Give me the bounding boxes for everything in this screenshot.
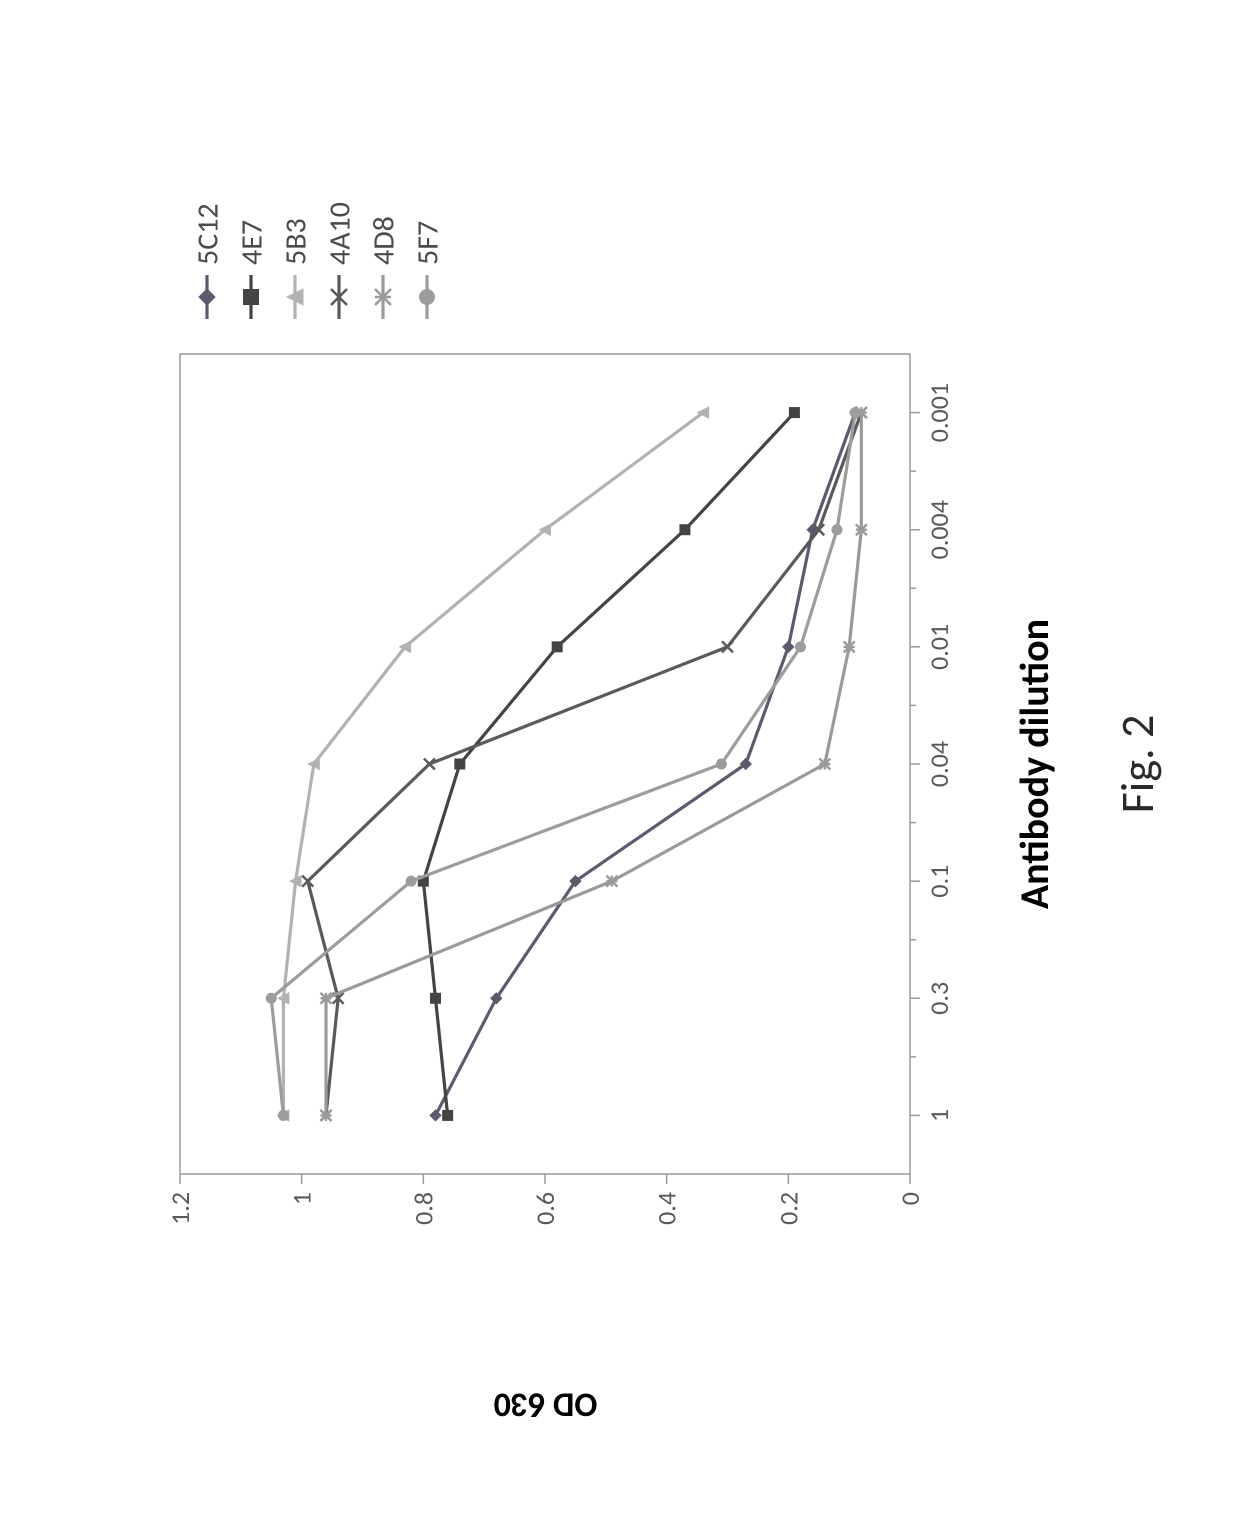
svg-text:0.01: 0.01 [923,624,955,670]
svg-text:0.001: 0.001 [923,383,955,442]
svg-text:0.2: 0.2 [772,1192,804,1225]
svg-text:0.6: 0.6 [529,1192,561,1225]
svg-text:1.2: 1.2 [164,1192,196,1225]
svg-text:0.8: 0.8 [407,1192,439,1225]
svg-text:0.4: 0.4 [651,1192,683,1225]
svg-text:0.004: 0.004 [923,500,955,559]
legend-label: 5C12 [190,203,227,265]
rotated-content: OD 630 00.20.40.60.811.210.30.10.040.010… [0,0,1240,1524]
svg-text:0: 0 [894,1192,926,1205]
legend-label: 4D8 [366,216,403,265]
legend-label: 4E7 [234,220,271,265]
svg-text:1: 1 [286,1192,318,1205]
svg-text:0.04: 0.04 [923,741,955,787]
svg-text:1: 1 [923,1109,955,1122]
x-axis-label-text: Antibody dilution [1010,619,1059,909]
figure-caption: Fig. 2 [1110,354,1166,1174]
legend-label: 5B3 [278,218,315,265]
figure-caption-text: Fig. 2 [1110,715,1166,814]
svg-text:0.1: 0.1 [923,865,955,898]
legend-label: 4A10 [322,202,359,265]
page: OD 630 00.20.40.60.811.210.30.10.040.010… [0,0,1240,1524]
x-axis-label: Antibody dilution [1010,354,1059,1174]
legend-label: 5F7 [410,221,447,265]
svg-text:0.3: 0.3 [923,982,955,1015]
